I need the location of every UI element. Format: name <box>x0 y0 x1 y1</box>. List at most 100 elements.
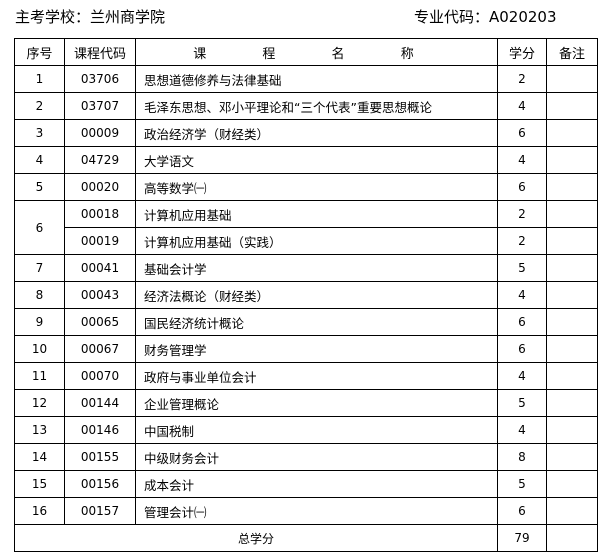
column-header-name: 课 程 名 称 <box>135 38 498 66</box>
course-remark <box>546 416 598 444</box>
table-row: 8 00043 经济法概论（财经类） 4 <box>14 281 598 309</box>
course-code: 03707 <box>64 92 136 120</box>
course-name: 成本会计 <box>135 470 498 498</box>
course-credit: 4 <box>497 146 547 174</box>
course-code: 00067 <box>64 335 136 363</box>
course-remark <box>546 173 598 201</box>
table-row: 6 00018 计算机应用基础 2 <box>14 200 598 255</box>
row-number: 1 <box>14 65 65 93</box>
course-credit: 5 <box>497 254 547 282</box>
row-number: 2 <box>14 92 65 120</box>
course-name: 中级财务会计 <box>135 443 498 471</box>
course-name: 企业管理概论 <box>135 389 498 417</box>
course-credit: 4 <box>497 281 547 309</box>
course-remark <box>546 308 598 336</box>
course-code: 00157 <box>64 497 136 525</box>
total-row: 总学分 79 <box>14 524 598 552</box>
course-name: 计算机应用基础 <box>135 200 498 228</box>
course-name: 政治经济学（财经类） <box>135 119 498 147</box>
course-remark <box>546 281 598 309</box>
table-row: 10 00067 财务管理学 6 <box>14 335 598 363</box>
course-remark <box>546 146 598 174</box>
course-remark <box>546 227 598 255</box>
school-label: 主考学校：兰州商学院 <box>15 8 166 26</box>
table-row: 5 00020 高等数学㈠ 6 <box>14 173 598 201</box>
table-row: 13 00146 中国税制 4 <box>14 416 598 444</box>
course-name: 国民经济统计概论 <box>135 308 498 336</box>
course-credit: 2 <box>497 227 547 255</box>
row-number: 16 <box>14 497 65 525</box>
course-code: 00070 <box>64 362 136 390</box>
row-number: 14 <box>14 443 65 471</box>
course-name: 政府与事业单位会计 <box>135 362 498 390</box>
table-row: 00019 计算机应用基础（实践） 2 <box>15 227 598 255</box>
table-row: 4 04729 大学语文 4 <box>14 146 598 174</box>
row-number: 4 <box>14 146 65 174</box>
row-number: 12 <box>14 389 65 417</box>
total-remark <box>546 524 598 552</box>
course-name: 毛泽东思想、邓小平理论和“三个代表”重要思想概论 <box>135 92 498 120</box>
course-credit: 6 <box>497 308 547 336</box>
table-row: 15 00156 成本会计 5 <box>14 470 598 498</box>
course-name: 计算机应用基础（实践） <box>135 227 498 255</box>
course-code: 00146 <box>64 416 136 444</box>
table-row: 1 03706 思想道德修养与法律基础 2 <box>14 65 598 93</box>
table-row: 12 00144 企业管理概论 5 <box>14 389 598 417</box>
total-credit: 79 <box>497 524 547 552</box>
table-row: 2 03707 毛泽东思想、邓小平理论和“三个代表”重要思想概论 4 <box>14 92 598 120</box>
row-number: 8 <box>14 281 65 309</box>
row-number: 5 <box>14 173 65 201</box>
course-name: 大学语文 <box>135 146 498 174</box>
course-credit: 6 <box>497 173 547 201</box>
column-header-credit: 学分 <box>497 38 547 66</box>
row-number: 11 <box>14 362 65 390</box>
row-number: 3 <box>14 119 65 147</box>
course-code: 00020 <box>64 173 136 201</box>
table-row: 9 00065 国民经济统计概论 6 <box>14 308 598 336</box>
column-header-remark: 备注 <box>546 38 598 66</box>
course-code: 03706 <box>64 65 136 93</box>
course-remark <box>546 389 598 417</box>
course-table: 序号 课程代码 课 程 名 称 学分 备注 1 03706 思想道德修养与法律基础 2… <box>14 38 598 552</box>
course-code: 00065 <box>64 308 136 336</box>
row-number: 15 <box>14 470 65 498</box>
course-name: 思想道德修养与法律基础 <box>135 65 498 93</box>
course-credit: 4 <box>497 362 547 390</box>
table-row: 14 00155 中级财务会计 8 <box>14 443 598 471</box>
course-remark <box>546 65 598 93</box>
course-remark <box>546 200 598 228</box>
table-row: 11 00070 政府与事业单位会计 4 <box>14 362 598 390</box>
major-code-label: 专业代码：A020203 <box>414 8 557 26</box>
course-remark <box>546 92 598 120</box>
course-credit: 5 <box>497 389 547 417</box>
table-row: 7 00041 基础会计学 5 <box>14 254 598 282</box>
course-name: 高等数学㈠ <box>135 173 498 201</box>
row-number: 7 <box>14 254 65 282</box>
course-code: 00144 <box>64 389 136 417</box>
table-row: 16 00157 管理会计㈠ 6 <box>14 497 598 525</box>
course-code: 00018 <box>64 200 136 228</box>
course-credit: 8 <box>497 443 547 471</box>
course-code: 00041 <box>64 254 136 282</box>
course-code: 00156 <box>64 470 136 498</box>
course-credit: 6 <box>497 497 547 525</box>
course-name: 基础会计学 <box>135 254 498 282</box>
course-credit: 4 <box>497 92 547 120</box>
course-name: 管理会计㈠ <box>135 497 498 525</box>
row-number: 9 <box>14 308 65 336</box>
course-remark <box>546 362 598 390</box>
table-row: 3 00009 政治经济学（财经类） 6 <box>14 119 598 147</box>
course-remark <box>546 335 598 363</box>
row-number: 10 <box>14 335 65 363</box>
course-credit: 5 <box>497 470 547 498</box>
course-remark <box>546 497 598 525</box>
course-name: 经济法概论（财经类） <box>135 281 498 309</box>
total-label: 总学分 <box>14 524 498 552</box>
course-remark <box>546 470 598 498</box>
course-remark <box>546 119 598 147</box>
course-code: 00019 <box>64 227 136 255</box>
course-code: 04729 <box>64 146 136 174</box>
course-code: 00043 <box>64 281 136 309</box>
course-credit: 2 <box>497 200 547 228</box>
course-remark <box>546 443 598 471</box>
